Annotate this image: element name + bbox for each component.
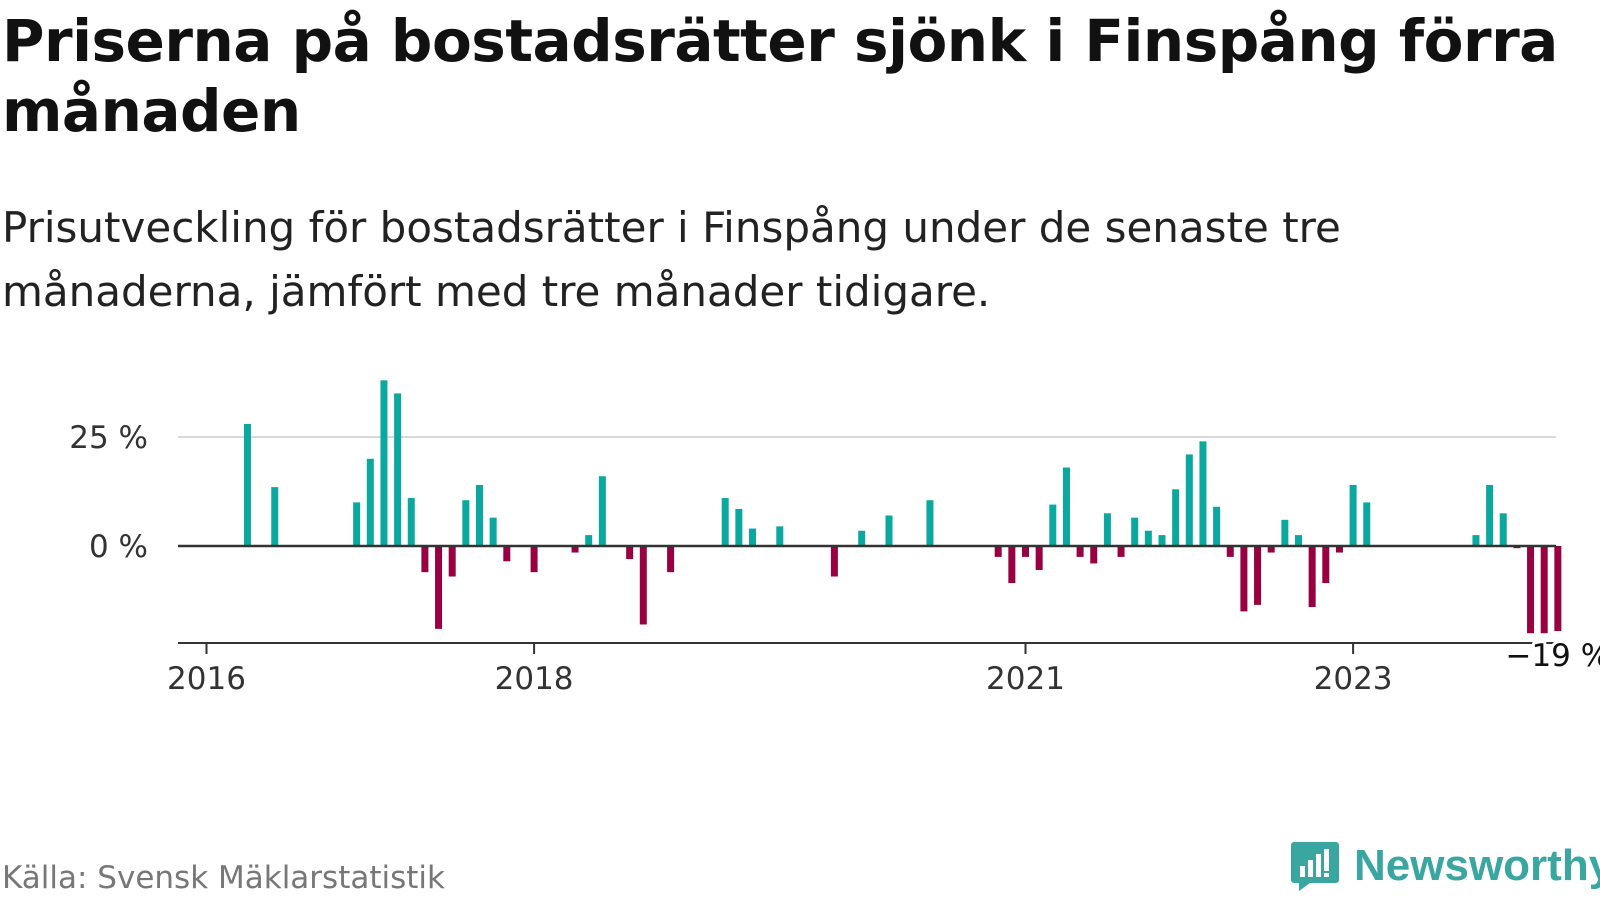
bar-chart: 25 %0 %2016 2018 2021 2023−19 %−19 % [69,380,1600,697]
bar [1363,502,1371,546]
bar [1008,546,1016,584]
bar [1103,513,1111,546]
bar [530,546,538,573]
bar [1295,535,1302,546]
bar [1499,513,1507,546]
bar [1022,546,1029,557]
bar [571,546,579,553]
bar [1308,546,1316,608]
bar [448,546,456,577]
bar [380,380,388,546]
bars [243,380,1562,634]
bar [1226,546,1234,557]
x-tick-label: 2021 [986,661,1065,697]
bar [749,528,756,546]
bar [1322,546,1330,584]
bar [1254,546,1262,605]
brand-name: Newsworthy [1354,841,1600,890]
bar [926,500,934,546]
bar [1486,484,1494,546]
bar [1335,546,1343,553]
bar [1199,441,1207,546]
bar [1527,546,1535,634]
bar [1062,467,1070,546]
source-note: Källa: Svensk Mäklarstatistik [2,860,445,896]
bar [1472,535,1480,546]
bar [407,498,415,546]
bar [639,546,647,625]
bar [353,502,361,546]
bar [994,546,1002,557]
bar [667,546,675,573]
bar [735,508,743,546]
bar [503,546,511,562]
bar [435,546,443,629]
bar [585,535,593,546]
bar [1076,546,1084,557]
bar [858,530,866,546]
bar [421,546,429,573]
labels: 25 %0 %2016 2018 2021 2023−19 %−19 % [69,420,1600,697]
x-tick-label: 2023 [1314,661,1393,697]
bar [1131,517,1139,546]
bar [1172,489,1180,546]
last-value-label-halo: −19 % [1505,638,1600,674]
bar [1144,530,1152,546]
bar [1267,546,1275,553]
bar [776,526,784,546]
x-axis [178,544,1556,654]
bar [1554,546,1562,632]
chart-title: Priserna på bostadsrätter sjönk i Finspå… [2,7,1558,145]
bar [626,546,634,560]
bar [1035,546,1043,570]
bar [462,500,470,546]
newsworthy-logo-icon [1291,842,1339,891]
bar [1213,506,1221,546]
chart-subtitle: Prisutveckling för bostadsrätter i Finsp… [2,203,1341,316]
bar [1090,546,1098,564]
bar [1281,519,1289,546]
bar [1049,504,1057,546]
bar [1158,535,1166,546]
brand-logo[interactable]: Newsworthy [1290,840,1600,892]
bar [1117,546,1125,557]
bar [394,393,402,546]
bar [1240,546,1248,612]
x-tick-label: 2016 [167,661,246,697]
x-tick-label: 2018 [495,661,574,697]
bar [366,458,374,546]
bar [1540,546,1548,634]
bar [598,476,606,546]
bar [476,484,483,546]
bar [885,515,893,546]
bar [830,546,838,577]
bar [271,487,279,546]
bar [721,498,729,546]
bar [489,517,497,546]
last-value-label: −19 % [1505,638,1600,674]
bar [1349,484,1357,546]
y-tick-label: 0 % [89,529,148,565]
bar [243,423,251,546]
bar [1185,454,1193,546]
y-tick-label: 25 % [69,420,148,456]
